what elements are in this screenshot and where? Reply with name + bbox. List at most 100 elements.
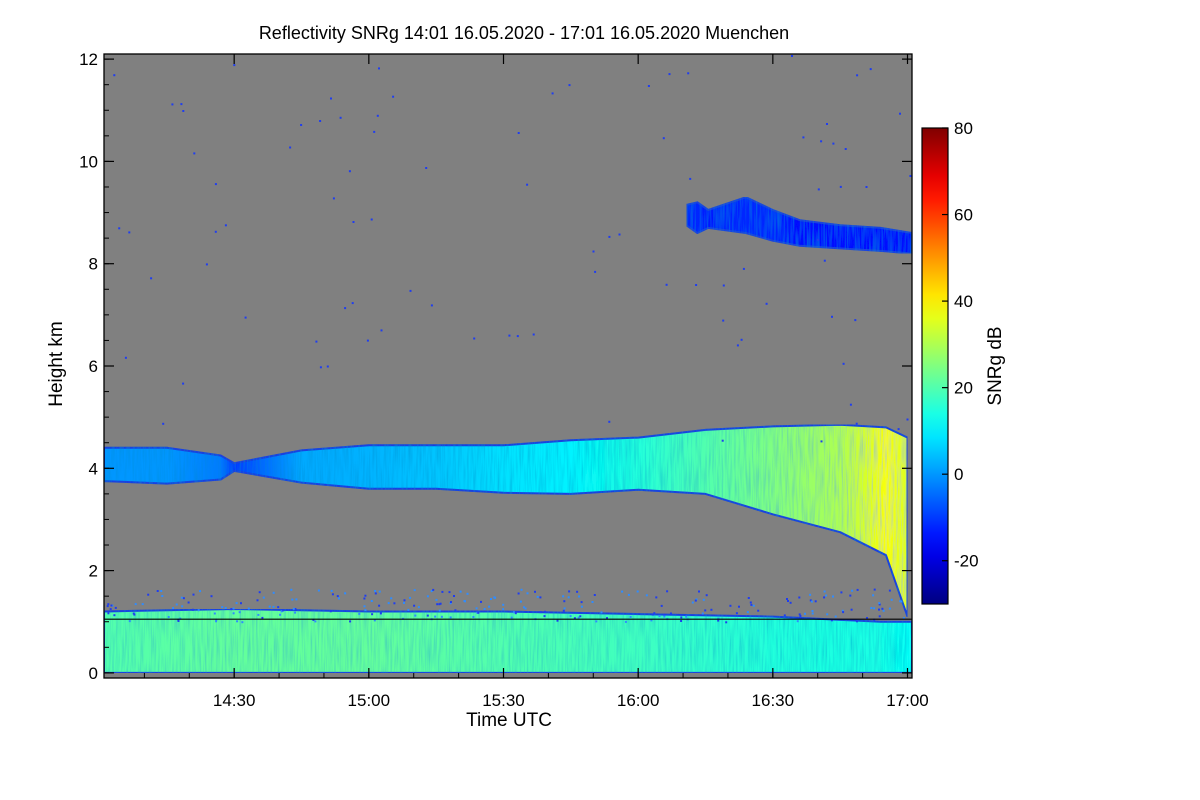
noise-speck	[187, 601, 190, 604]
y-tick-label: 2	[89, 562, 98, 581]
noise-speck	[439, 602, 442, 605]
noise-speck	[747, 597, 750, 599]
noise-speck	[277, 606, 280, 609]
noise-speck	[349, 620, 352, 623]
noise-speck	[258, 591, 261, 594]
noise-speck	[393, 602, 396, 605]
noise-speck	[736, 344, 739, 347]
noise-speck	[556, 619, 559, 622]
noise-speck	[878, 615, 881, 618]
noise-speck	[124, 356, 127, 359]
noise-speck	[315, 340, 318, 343]
noise-speck	[128, 231, 131, 234]
noise-speck	[520, 588, 523, 591]
noise-speck	[171, 103, 174, 106]
noise-speck	[742, 267, 745, 270]
noise-speck	[532, 333, 535, 336]
noise-speck	[213, 612, 216, 615]
noise-speck	[440, 615, 443, 618]
noise-speck	[330, 589, 333, 592]
noise-speck	[578, 595, 581, 598]
noise-speck	[783, 614, 786, 617]
noise-speck	[490, 598, 492, 600]
noise-speck	[817, 188, 820, 191]
noise-speck	[387, 602, 390, 605]
noise-speck	[508, 334, 511, 337]
noise-speck	[872, 594, 875, 597]
x-tick-label: 15:30	[482, 691, 525, 710]
noise-speck	[294, 608, 297, 610]
noise-speck	[906, 418, 909, 421]
noise-speck	[680, 620, 683, 622]
noise-speck	[109, 608, 112, 611]
noise-speck	[608, 420, 611, 423]
noise-speck	[413, 589, 416, 592]
noise-speck	[839, 185, 842, 188]
noise-speck	[710, 608, 713, 611]
noise-speck	[352, 221, 355, 223]
noise-speck	[364, 609, 367, 611]
noise-speck	[749, 601, 752, 604]
noise-speck	[799, 615, 802, 617]
noise-speck	[849, 403, 852, 406]
noise-speck	[256, 599, 259, 602]
noise-speck	[826, 123, 828, 125]
noise-speck	[236, 620, 239, 623]
noise-speck	[348, 170, 351, 173]
noise-speck	[477, 611, 480, 614]
noise-speck	[272, 591, 275, 594]
noise-speck	[463, 600, 466, 602]
noise-speck	[577, 616, 580, 619]
noise-speck	[534, 590, 536, 593]
noise-speck	[426, 595, 429, 598]
noise-speck	[593, 594, 596, 596]
noise-speck	[160, 590, 163, 592]
noise-speck	[336, 595, 339, 598]
noise-speck	[888, 589, 891, 592]
noise-speck	[820, 140, 823, 143]
noise-speck	[132, 612, 135, 615]
noise-speck	[832, 142, 835, 145]
noise-speck	[680, 616, 683, 619]
noise-speck	[133, 613, 136, 616]
noise-speck	[844, 148, 847, 150]
y-axis: 0 2 4 6 8 10 12	[79, 50, 912, 683]
noise-speck	[738, 605, 740, 608]
noise-speck	[878, 602, 881, 605]
noise-speck	[232, 612, 235, 615]
noise-speck	[294, 611, 297, 614]
noise-speck	[820, 440, 823, 443]
noise-speck	[300, 124, 303, 126]
noise-speck	[523, 606, 525, 609]
noise-speck	[670, 612, 672, 615]
noise-speck	[114, 606, 117, 609]
noise-speck	[517, 592, 520, 595]
noise-speck	[576, 590, 579, 593]
noise-speck	[199, 590, 201, 593]
noise-speck	[842, 611, 845, 614]
noise-speck	[873, 607, 876, 610]
noise-speck	[526, 592, 529, 595]
noise-speck	[282, 609, 285, 612]
noise-speck	[363, 597, 366, 600]
noise-speck	[113, 614, 116, 617]
noise-speck	[735, 612, 738, 615]
noise-speck	[689, 177, 692, 180]
noise-speck	[811, 610, 814, 612]
noise-speck	[539, 596, 542, 599]
noise-speck	[809, 599, 812, 602]
noise-speck	[647, 85, 650, 87]
y-axis-label: Height km	[46, 321, 67, 407]
noise-speck	[214, 183, 217, 186]
noise-speck	[660, 604, 663, 607]
noise-speck	[107, 603, 110, 606]
noise-speck	[224, 224, 227, 227]
noise-speck	[786, 598, 788, 600]
noise-speck	[425, 167, 428, 169]
x-axis-label: Time UTC	[466, 710, 552, 731]
noise-speck	[210, 595, 213, 598]
noise-speck	[392, 95, 395, 98]
noise-speck	[332, 197, 335, 200]
colorbar-tick-label: 60	[954, 206, 973, 225]
